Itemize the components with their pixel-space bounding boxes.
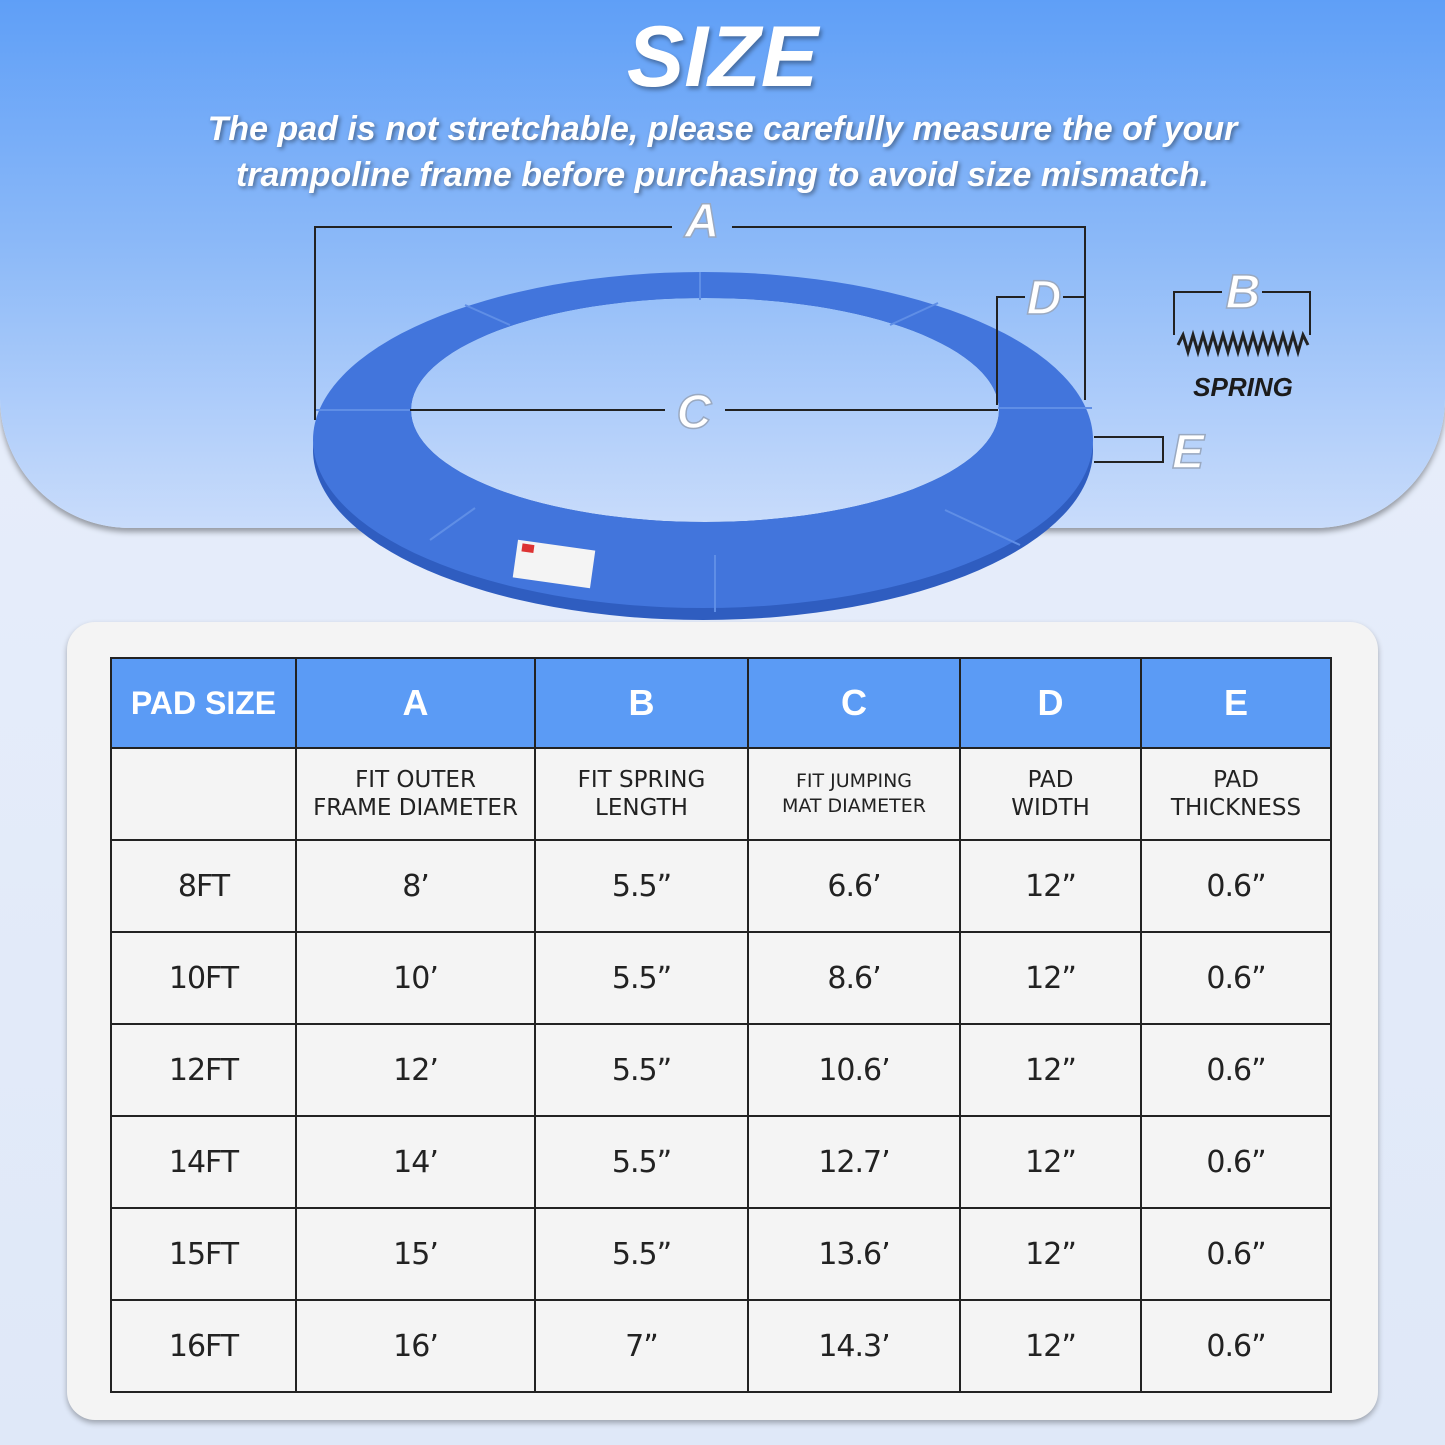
- table-cell: 0.6”: [1140, 839, 1332, 933]
- table-row: 15FT 15’ 5.5” 13.6’ 12” 0.6”: [110, 1207, 1332, 1301]
- label-c: C: [677, 386, 713, 439]
- label-d: D: [1027, 272, 1062, 325]
- size-table: PAD SIZE A B C D E FIT OUTER FRAME DIAMETER FI…: [110, 657, 1332, 1393]
- table-row: 8FT 8’ 5.5” 6.6’ 12” 0.6”: [110, 839, 1332, 933]
- table-cell: 12”: [959, 1023, 1142, 1117]
- table-row: 14FT 14’ 5.5” 12.7’ 12” 0.6”: [110, 1115, 1332, 1209]
- table-cell: 12”: [959, 931, 1142, 1025]
- column-description: PAD THICKNESS: [1140, 747, 1332, 841]
- column-description: FIT JUMPING MAT DIAMETER: [747, 747, 961, 841]
- column-header: PAD SIZE: [110, 657, 297, 749]
- column-header: D: [959, 657, 1142, 749]
- table-cell: 10FT: [110, 931, 297, 1025]
- table-cell: 10’: [295, 931, 536, 1025]
- table-cell: 5.5”: [534, 1115, 749, 1209]
- table-cell: 14FT: [110, 1115, 297, 1209]
- table-cell: 8’: [295, 839, 536, 933]
- table-cell: 10.6’: [747, 1023, 961, 1117]
- column-description: FIT SPRING LENGTH: [534, 747, 749, 841]
- table-cell: 0.6”: [1140, 1207, 1332, 1301]
- table-cell: 12”: [959, 1115, 1142, 1209]
- subtitle-line-2: trampoline frame before purchasing to av…: [235, 156, 1210, 194]
- table-cell: 12”: [959, 1207, 1142, 1301]
- table-row: 10FT 10’ 5.5” 8.6’ 12” 0.6”: [110, 931, 1332, 1025]
- table-cell: 5.5”: [534, 1023, 749, 1117]
- table-cell: 0.6”: [1140, 1115, 1332, 1209]
- table-cell: 15’: [295, 1207, 536, 1301]
- table-cell: 0.6”: [1140, 1299, 1332, 1393]
- label-a: A: [684, 195, 720, 248]
- page-title: SIZE: [626, 9, 819, 105]
- table-cell: 0.6”: [1140, 1023, 1332, 1117]
- pad-ring: [313, 272, 1093, 608]
- column-header: A: [295, 657, 536, 749]
- column-description: FIT OUTER FRAME DIAMETER: [295, 747, 536, 841]
- table-cell: 12”: [959, 839, 1142, 933]
- table-cell: 8FT: [110, 839, 297, 933]
- table-cell: 5.5”: [534, 839, 749, 933]
- table-cell: 14’: [295, 1115, 536, 1209]
- table-cell: 12’: [295, 1023, 536, 1117]
- subtitle-line-1: The pad is not stretchable, please caref…: [207, 110, 1238, 148]
- table-cell: 5.5”: [534, 1207, 749, 1301]
- table-cell: 6.6’: [747, 839, 961, 933]
- column-description: [110, 747, 297, 841]
- column-header: C: [747, 657, 961, 749]
- table-row: 12FT 12’ 5.5” 10.6’ 12” 0.6”: [110, 1023, 1332, 1117]
- table-cell: 12”: [959, 1299, 1142, 1393]
- column-description: PAD WIDTH: [959, 747, 1142, 841]
- table-cell: 5.5”: [534, 931, 749, 1025]
- table-cell: 16’: [295, 1299, 536, 1393]
- table-row: 16FT 16’ 7” 14.3’ 12” 0.6”: [110, 1299, 1332, 1393]
- spring-icon: [1176, 329, 1310, 358]
- label-e: E: [1172, 426, 1206, 479]
- table-cell: 0.6”: [1140, 931, 1332, 1025]
- label-b: B: [1226, 266, 1261, 319]
- table-cell: 7”: [534, 1299, 749, 1393]
- spring-label: SPRING: [1193, 372, 1293, 402]
- table-cell: 12.7’: [747, 1115, 961, 1209]
- table-cell: 8.6’: [747, 931, 961, 1025]
- description-row: FIT OUTER FRAME DIAMETER FIT SPRING LENGT…: [110, 747, 1332, 841]
- table-cell: 16FT: [110, 1299, 297, 1393]
- table-cell: 14.3’: [747, 1299, 961, 1393]
- trampoline-pad-diagram: A C D B E SPRING: [313, 194, 1311, 620]
- table-cell: 12FT: [110, 1023, 297, 1117]
- table-cell: 15FT: [110, 1207, 297, 1301]
- table-cell: 13.6’: [747, 1207, 961, 1301]
- column-header: E: [1140, 657, 1332, 749]
- column-header: B: [534, 657, 749, 749]
